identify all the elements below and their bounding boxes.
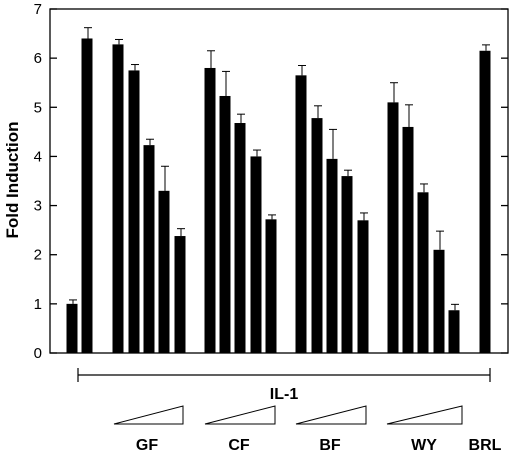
bar (174, 236, 186, 353)
bar (387, 102, 399, 353)
bar (326, 158, 338, 353)
y-tick-label: 1 (34, 296, 42, 313)
bar (341, 176, 353, 353)
bar (81, 38, 93, 353)
group-label-brl: BRL (469, 437, 502, 454)
bar (234, 123, 246, 353)
bar (66, 303, 78, 353)
il1-label: IL-1 (270, 386, 299, 403)
group-label-gf: GF (136, 437, 158, 454)
bar (448, 310, 460, 353)
bar (112, 44, 124, 353)
bar (402, 126, 414, 353)
y-tick-label: 2 (34, 247, 42, 264)
y-tick-label: 3 (34, 198, 42, 215)
y-tick-label: 0 (34, 345, 42, 362)
group-label-cf: CF (228, 437, 250, 454)
bar (311, 118, 323, 354)
bar (479, 50, 491, 354)
y-tick-label: 7 (34, 1, 42, 18)
bar (357, 220, 369, 353)
bar (295, 75, 307, 353)
group-label-bf: BF (319, 437, 341, 454)
bar (204, 67, 216, 353)
concentration-wedge (295, 405, 367, 425)
bar (250, 156, 262, 353)
bar (143, 145, 155, 353)
y-axis-title: Fold Induction (3, 121, 22, 238)
y-tick-label: 5 (34, 99, 42, 116)
axes: 0 1 2 3 4 5 6 7 (34, 1, 509, 362)
concentration-wedge (113, 405, 184, 425)
bar (265, 219, 277, 353)
y-tick-label: 4 (34, 148, 42, 165)
annotations: IL-1 GF CF BF WY BRL (77, 368, 502, 454)
bar (433, 249, 445, 353)
bars (66, 27, 491, 354)
bar (417, 192, 429, 353)
group-label-wy: WY (411, 437, 437, 454)
y-tick-label: 6 (34, 50, 42, 67)
bar (219, 95, 231, 354)
bar (158, 190, 170, 353)
concentration-wedge (204, 405, 276, 425)
bar (128, 70, 140, 353)
plot-frame (49, 8, 509, 354)
concentration-wedge (386, 405, 463, 425)
